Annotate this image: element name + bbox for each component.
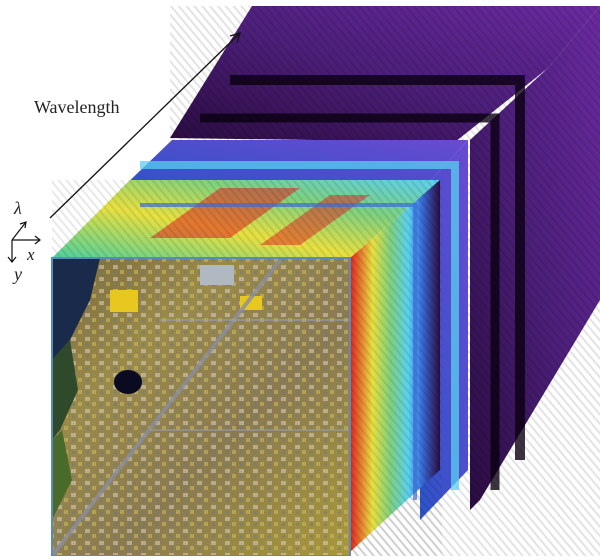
front-image-face	[50, 257, 351, 558]
lambda-axis-label: λ	[14, 198, 22, 218]
x-axis-label: x	[27, 245, 35, 264]
wavelength-label: Wavelength	[34, 97, 120, 117]
y-axis-label: y	[14, 264, 22, 284]
axis-glyph	[7, 221, 41, 263]
wavelength-arrow	[49, 32, 241, 219]
